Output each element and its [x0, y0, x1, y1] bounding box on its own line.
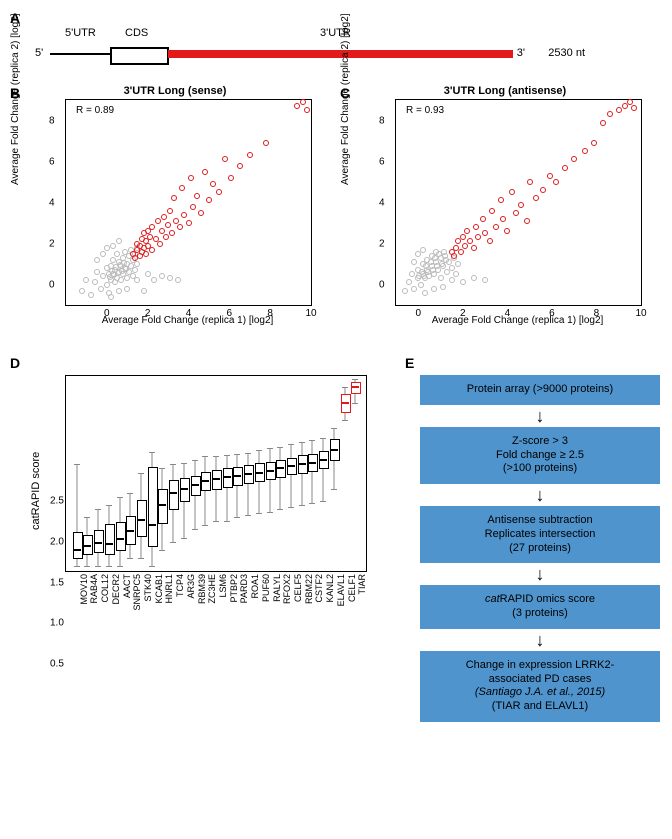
- panel-e: Protein array (>9000 proteins) ↓ Z-score >…: [420, 355, 660, 726]
- xlabel-ELAVL1: ELAVL1: [336, 574, 346, 606]
- xlabel-ROA1: ROA1: [250, 574, 260, 599]
- xlabel-PTBP2: PTBP2: [229, 574, 239, 603]
- xlabel-CELF1: CELF1: [347, 574, 357, 602]
- xlabel-KCAB1: KCAB1: [154, 574, 164, 604]
- xlabel-KANL2: KANL2: [325, 574, 335, 603]
- xlabel-MOV10: MOV10: [79, 574, 89, 605]
- flow-arrow-icon: ↓: [420, 488, 660, 502]
- xlabel-DECR2: DECR2: [111, 574, 121, 605]
- bottom-row: D E catRAPID score 0.51.01.52.02.5MOV10R…: [10, 355, 662, 715]
- flow-step-4: Change in expression LRRK2-associated PD…: [420, 651, 660, 722]
- flow-step-3: catRAPID omics score(3 proteins): [420, 585, 660, 629]
- xlabel-RBM39: RBM39: [197, 574, 207, 604]
- xlabel-COL12: COL12: [100, 574, 110, 603]
- flow-arrow-icon: ↓: [420, 567, 660, 581]
- xlabel-ZC3HE: ZC3HE: [207, 574, 217, 604]
- scatter-c: 3'UTR Long (antisense) Average Fold Chan…: [355, 85, 655, 335]
- five-prime-label: 5': [35, 47, 43, 59]
- xlabel-LSM6: LSM6: [218, 574, 228, 598]
- scatter-c-ylabel: Average Fold Change (replica 2) [log2]: [340, 13, 351, 185]
- utr5-label: 5'UTR: [65, 27, 96, 39]
- xlabel-RFOX2: RFOX2: [282, 574, 292, 604]
- panel-d-label: D: [10, 355, 20, 371]
- figure: A 5'UTR CDS 3'UTR 5' 3' 2530 nt B C 3'UT…: [10, 10, 662, 715]
- flow-arrow-icon: ↓: [420, 409, 660, 423]
- flow-step-0: Protein array (>9000 proteins): [420, 375, 660, 405]
- scatter-b-r: R = 0.89: [76, 105, 114, 116]
- boxplot-frame: [65, 375, 367, 572]
- scatter-c-frame: R = 0.93 024681002468: [395, 99, 642, 306]
- flowchart: Protein array (>9000 proteins) ↓ Z-score >…: [420, 375, 660, 722]
- cds-label: CDS: [125, 27, 148, 39]
- xlabel-RBM22: RBM22: [304, 574, 314, 604]
- scatter-b-frame: R = 0.89 024681002468: [65, 99, 312, 306]
- length-label: 2530 nt: [548, 47, 585, 59]
- scatter-b-title: 3'UTR Long (sense): [25, 85, 325, 97]
- xlabel-AR3G: AR3G: [186, 574, 196, 599]
- xlabel-PARD3: PARD3: [239, 574, 249, 603]
- gene-schema: 5'UTR CDS 3'UTR 5' 3' 2530 nt: [40, 35, 580, 75]
- scatter-b-xlabel: Average Fold Change (replica 1) [log2]: [65, 315, 310, 326]
- panel-a: A 5'UTR CDS 3'UTR 5' 3' 2530 nt: [10, 10, 662, 85]
- xlabel-CELF5: CELF5: [293, 574, 303, 602]
- panel-d: catRAPID score 0.51.01.52.02.5MOV10RAB4A…: [25, 355, 375, 700]
- xlabel-HNRL1: HNRL1: [164, 574, 174, 604]
- scatter-row: B C 3'UTR Long (sense) Average Fold Chan…: [10, 85, 662, 345]
- three-prime-label: 3': [517, 47, 525, 59]
- xlabel-RALYL: RALYL: [272, 574, 282, 602]
- xlabel-TIAR: TIAR: [357, 574, 367, 595]
- flow-step-1: Z-score > 3Fold change ≥ 2.5(>100 protei…: [420, 427, 660, 484]
- scatter-b-ylabel: Average Fold Change (replica 2) [log2]: [10, 13, 21, 185]
- xlabel-AACT: AACT: [122, 574, 132, 598]
- xlabel-SNRPC5: SNRPC5: [132, 574, 142, 611]
- xlabel-STK40: STK40: [143, 574, 153, 602]
- panel-e-label: E: [405, 355, 414, 371]
- scatter-c-title: 3'UTR Long (antisense): [355, 85, 655, 97]
- scatter-b: 3'UTR Long (sense) Average Fold Change (…: [25, 85, 325, 335]
- flow-arrow-icon: ↓: [420, 633, 660, 647]
- xlabel-CSTF2: CSTF2: [314, 574, 324, 603]
- utr5-line: [50, 53, 110, 55]
- scatter-c-r: R = 0.93: [406, 105, 444, 116]
- xlabel-RAB4A: RAB4A: [89, 574, 99, 604]
- xlabel-PUF60: PUF60: [261, 574, 271, 602]
- scatter-c-xlabel: Average Fold Change (replica 1) [log2]: [395, 315, 640, 326]
- cds-box: [110, 47, 169, 65]
- flow-step-2: Antisense subtractionReplicates intersec…: [420, 506, 660, 563]
- panel-d-ylabel: catRAPID score: [30, 452, 42, 530]
- xlabel-TCP4: TCP4: [175, 574, 185, 597]
